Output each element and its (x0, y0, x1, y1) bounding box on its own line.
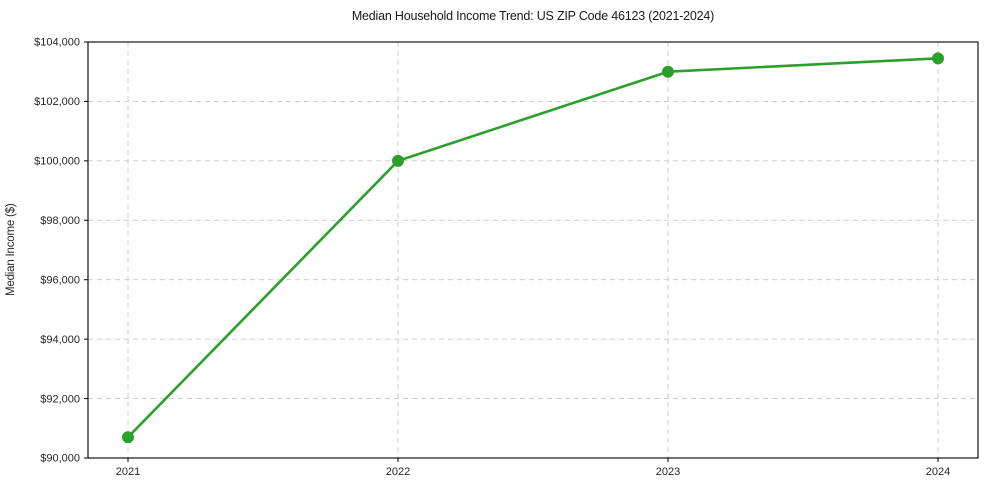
chart-title: Median Household Income Trend: US ZIP Co… (351, 9, 715, 23)
trend-line (126, 57, 940, 439)
y-tick-label: $98,000 (40, 215, 80, 227)
y-tick-label: $96,000 (40, 274, 80, 286)
y-tick-label: $90,000 (40, 453, 80, 465)
x-tick-label: 2023 (656, 466, 680, 478)
x-tick-label: 2024 (926, 466, 950, 478)
y-tick-label: $102,000 (34, 96, 80, 108)
data-point-marker (392, 154, 404, 167)
y-tick-label: $100,000 (34, 156, 80, 168)
data-point-marker (932, 52, 944, 65)
plot-frame (87, 41, 979, 459)
data-point-marker (122, 431, 134, 444)
x-tick-label: 2021 (116, 466, 140, 478)
x-tick-label: 2022 (386, 466, 410, 478)
y-tick-label: $94,000 (40, 334, 80, 346)
data-point-marker (662, 65, 674, 78)
y-tick-label: $92,000 (40, 393, 80, 405)
y-axis-label: Median Income ($) (5, 203, 17, 297)
y-tick-label: $104,000 (34, 37, 80, 49)
